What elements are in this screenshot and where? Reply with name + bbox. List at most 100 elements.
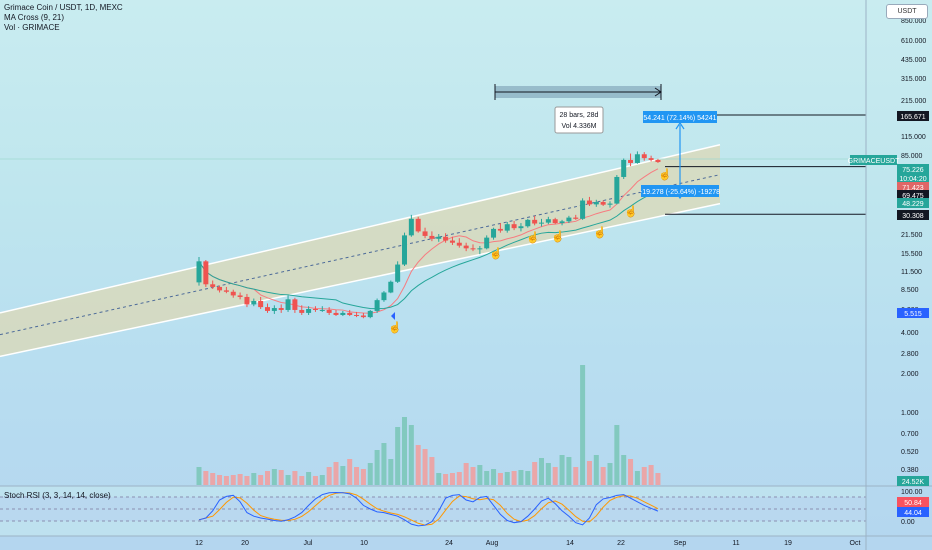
candle-body [395,264,401,282]
level-30-label: 30.308 [902,213,924,220]
symbol-label: GRIMACEUSDT [848,158,900,165]
candle-body [607,203,613,205]
measure-up-box [643,111,717,123]
candle [271,305,277,314]
candle-body [203,261,209,285]
volume-bar [436,473,442,485]
candle [532,215,538,226]
candle-body [374,300,380,311]
volume-bar [497,473,503,485]
volume-bar [539,458,544,485]
volume-bar [422,449,428,485]
rsi-value-box [897,497,929,507]
volume-bar [504,472,510,485]
tooltip-volume: Vol 4.336M [561,123,596,130]
candle-body [566,217,572,222]
ma-fast-label-box [897,182,929,192]
pointer-cursor-icon: ☝ [624,204,638,218]
candle [655,158,661,163]
volume-bar [628,459,634,485]
price-tick-label: 1.000 [901,410,919,417]
candle [593,199,599,207]
candle-body [552,219,558,224]
candle [388,280,394,294]
level-69-label: 69.475 [902,193,924,200]
volume-bar [237,474,243,485]
volume-bar [518,470,524,485]
volume-bar [374,450,380,485]
candle [381,291,387,302]
volume-label: 24.52K [902,479,925,486]
candle-body [580,200,586,219]
candle [525,218,531,228]
candle [552,217,558,225]
candle [422,227,428,239]
candle [429,231,435,242]
candle-body [634,154,640,163]
chart-legend: Grimace Coin / USDT, 1D, MEXC MA Cross (… [4,3,123,33]
volume-bar [491,469,497,485]
candle-body [217,286,223,291]
symbol-title: Grimace Coin / USDT, 1D, MEXC [4,3,123,12]
candle [456,238,462,248]
candle [278,304,284,313]
candle-body [319,309,325,311]
price-tick-label: 15.500 [901,251,923,258]
currency-button[interactable]: USDT [886,4,928,19]
candle-body [559,221,565,224]
candle [614,175,620,205]
volume-bar [210,473,216,485]
time-tick-label: 14 [566,540,574,547]
candle-body [251,300,257,305]
candle [285,295,291,312]
candle-body [402,235,407,265]
candle-body [223,290,229,292]
time-tick-label: 24 [445,540,453,547]
candle [436,234,442,242]
candle [244,293,250,308]
candle-body [470,248,476,250]
volume-bar [251,473,257,485]
symbol-label-box [850,155,897,165]
candle-body [333,312,339,315]
candle [628,153,634,167]
tooltip-box [554,106,604,134]
candle-body [545,219,551,223]
candle [580,198,586,220]
candle-body [408,218,414,236]
candle [648,155,654,162]
candle [306,306,312,315]
pin-price-label: 5.515 [904,311,922,318]
candle-body [628,159,634,163]
candle [258,296,264,309]
volume-bar [299,476,305,485]
candle [477,245,483,255]
candle [607,201,613,208]
candle [230,289,236,298]
countdown-label: 10:04:20 [899,176,926,183]
candle-body [367,310,373,318]
volume-label-box [897,476,929,486]
candle-body [655,159,661,163]
volume-bar [429,457,435,485]
candle-body [265,307,270,311]
ma-fast-label: 71.423 [902,185,924,192]
volume-bar [196,467,202,485]
candle [511,220,517,231]
candle [360,312,366,319]
volume-bar [580,365,586,485]
candle-body [326,309,332,313]
candle [539,218,544,227]
candle-body [586,200,592,205]
candle-body [258,300,264,308]
candle-body [312,309,318,310]
volume-bar [354,467,360,485]
volume-bar [360,469,366,485]
tooltip-bars: 28 bars, 28d [560,112,599,119]
candle-body [388,281,394,293]
candle [333,309,339,317]
time-tick-label: Aug [486,540,499,547]
candle [484,235,490,250]
